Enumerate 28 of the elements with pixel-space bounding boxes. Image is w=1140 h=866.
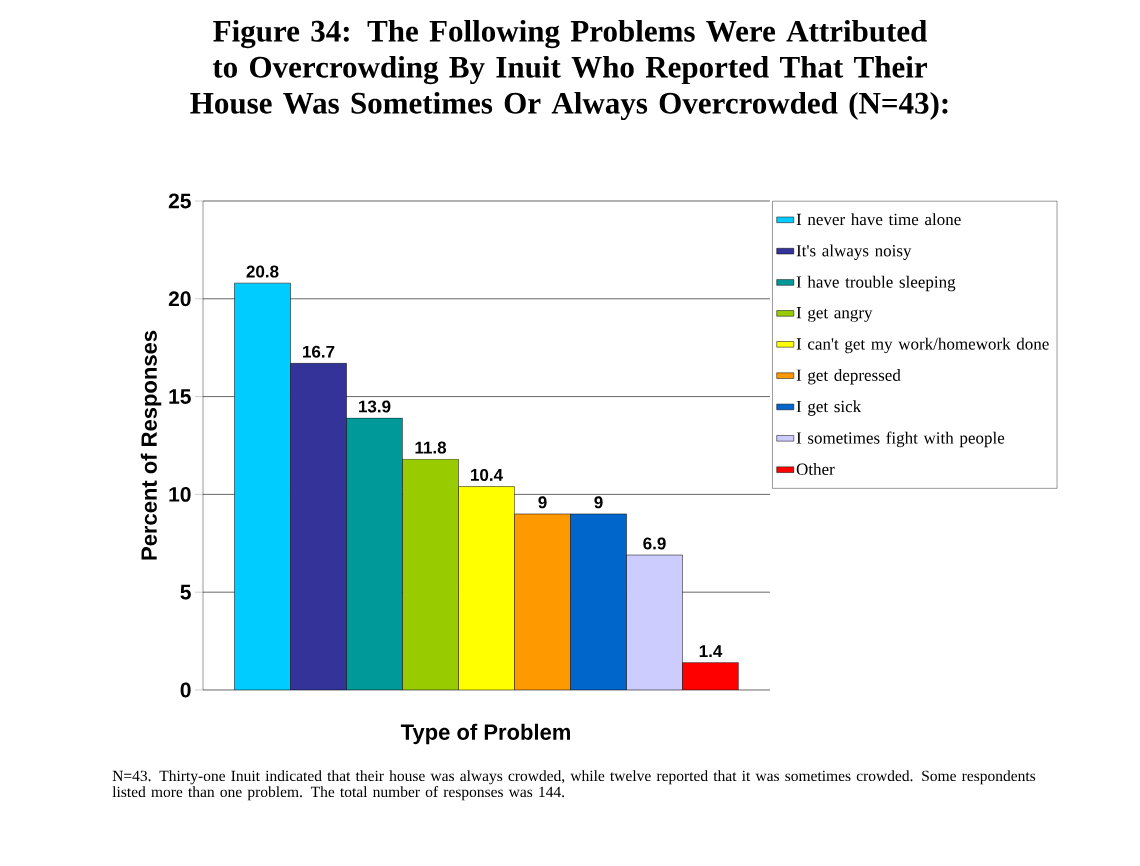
legend-label: I never have time alone: [796, 213, 961, 226]
data-label: 11.8: [415, 441, 447, 454]
data-label: 20.8: [246, 265, 279, 278]
data-label: 13.9: [359, 400, 391, 413]
y-tick-label: 25: [168, 193, 191, 209]
data-label: 10.4: [471, 468, 503, 481]
y-tick-label: 5: [180, 584, 191, 600]
data-label: 1.4: [699, 645, 723, 658]
x-axis-title: Type of Problem: [400, 723, 570, 745]
data-label: 6.9: [643, 537, 666, 550]
data-label: 9: [594, 496, 603, 509]
text: N=43. Thirty-one Inuit indicated that their house was always crowded, while twelve reported that it was sometimes crowded. Some respondents listed more than one problem. The total number of responses was 144.: [112, 770, 1036, 801]
chart-title: Figure 34: The Following Problems Were Attributed to Overcrowding By Inuit Who Reported That Their House Was Sometimes Or Always Overcrowded (N=43):: [190, 19, 948, 121]
legend-label: I sometimes fight with people: [796, 431, 1005, 448]
legend-label: Other: [796, 463, 835, 476]
y-tick-label: 10: [169, 486, 191, 502]
y-axis-title: Percent of Responses: [140, 330, 162, 560]
legend-label: I get angry: [796, 307, 873, 322]
legend-label: I have trouble sleeping: [796, 275, 956, 292]
y-tick-label: 0: [180, 682, 191, 698]
data-label: 9: [538, 496, 547, 509]
legend-label: It's always noisy: [796, 244, 912, 260]
legend-label: I can't get my work/homework done: [796, 337, 1049, 354]
legend-label: I get depressed: [796, 369, 901, 385]
y-tick-label: 20: [168, 291, 191, 307]
data-label: 16.7: [303, 345, 335, 358]
legend-label: I get sick: [796, 400, 862, 416]
y-tick-label: 15: [169, 389, 191, 404]
